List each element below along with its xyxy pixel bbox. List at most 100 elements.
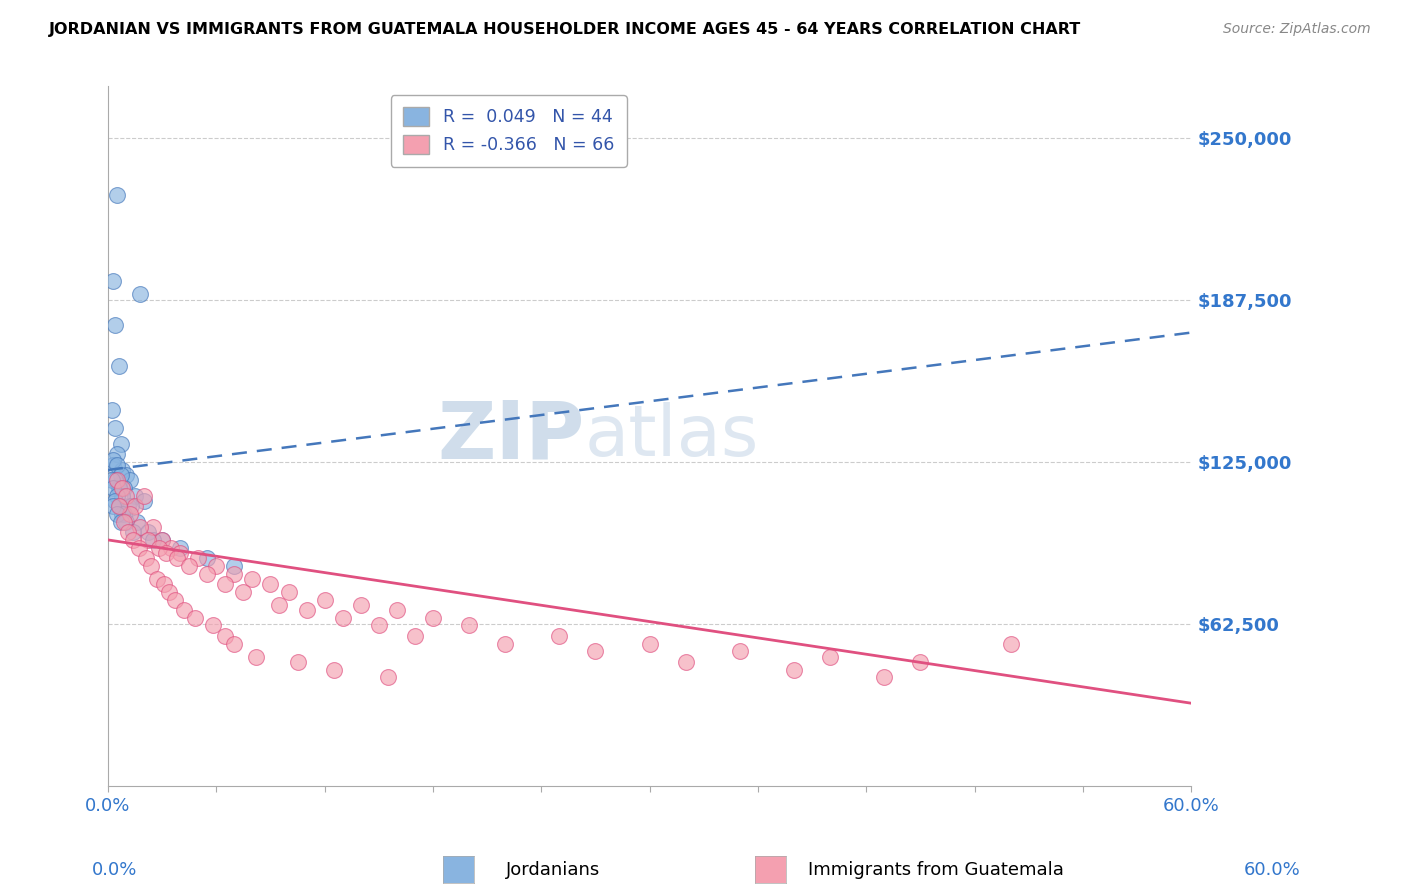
Point: [108, 478, 131, 492]
Point: [638, 637, 661, 651]
Point: [110, 515, 132, 529]
Point: [150, 533, 173, 547]
Text: atlas: atlas: [585, 401, 759, 471]
Point: [910, 655, 932, 669]
Point: [128, 541, 150, 555]
Point: [224, 566, 246, 581]
Text: JORDANIAN VS IMMIGRANTS FROM GUATEMALA HOUSEHOLDER INCOME AGES 45 - 64 YEARS COR: JORDANIAN VS IMMIGRANTS FROM GUATEMALA H…: [49, 22, 1081, 37]
Point: [187, 551, 209, 566]
Point: [103, 481, 125, 495]
Point: [142, 533, 165, 547]
Point: [136, 533, 159, 547]
Point: [117, 500, 139, 514]
Point: [115, 468, 138, 483]
Point: [112, 515, 135, 529]
Point: [111, 481, 134, 495]
Point: [115, 489, 138, 503]
Point: [111, 463, 134, 477]
Point: [117, 525, 139, 540]
Point: [422, 610, 444, 624]
Point: [108, 359, 131, 374]
Point: [142, 520, 165, 534]
Point: [129, 520, 152, 534]
Point: [120, 500, 142, 514]
Point: [104, 473, 127, 487]
Point: [322, 663, 344, 677]
Point: [129, 286, 152, 301]
Text: Jordanians: Jordanians: [506, 861, 600, 879]
Point: [103, 458, 125, 472]
Point: [108, 500, 131, 514]
Point: [132, 494, 155, 508]
Point: [105, 188, 128, 202]
Point: [163, 592, 186, 607]
Point: [145, 572, 167, 586]
Point: [277, 584, 299, 599]
Point: [458, 618, 481, 632]
Point: [111, 489, 134, 503]
Point: [153, 577, 176, 591]
Text: 60.0%: 60.0%: [1244, 861, 1301, 879]
Point: [494, 637, 516, 651]
Text: 0.0%: 0.0%: [91, 861, 136, 879]
Point: [132, 489, 155, 503]
Point: [179, 558, 201, 573]
Point: [242, 572, 264, 586]
Point: [183, 610, 205, 624]
Point: [224, 558, 246, 573]
Point: [104, 421, 127, 435]
Point: [100, 403, 122, 417]
Point: [201, 618, 224, 632]
Point: [195, 566, 218, 581]
Point: [124, 489, 146, 503]
Point: [259, 577, 281, 591]
Point: [105, 447, 128, 461]
Point: [104, 494, 127, 508]
Text: Source: ZipAtlas.com: Source: ZipAtlas.com: [1223, 22, 1371, 37]
Point: [148, 541, 170, 555]
Point: [295, 603, 318, 617]
Point: [214, 629, 236, 643]
Point: [141, 558, 163, 573]
Point: [111, 507, 134, 521]
Point: [1000, 637, 1022, 651]
Point: [110, 437, 132, 451]
Point: [105, 473, 128, 487]
Point: [214, 577, 236, 591]
Point: [675, 655, 697, 669]
Point: [108, 481, 131, 495]
Point: [118, 507, 141, 521]
Point: [118, 473, 141, 487]
Point: [287, 655, 309, 669]
Point: [783, 663, 806, 677]
Point: [269, 598, 291, 612]
Point: [110, 468, 132, 483]
Point: [155, 546, 177, 560]
Point: [160, 541, 183, 555]
Point: [166, 551, 188, 566]
Point: [169, 541, 191, 555]
Point: [100, 473, 122, 487]
Legend: R =  0.049   N = 44, R = -0.366   N = 66: R = 0.049 N = 44, R = -0.366 N = 66: [391, 95, 627, 167]
Point: [125, 515, 148, 529]
Point: [583, 644, 606, 658]
Point: [103, 500, 125, 514]
Point: [332, 610, 354, 624]
Point: [112, 507, 135, 521]
Point: [728, 644, 751, 658]
Point: [103, 452, 125, 467]
Point: [135, 551, 157, 566]
Point: [108, 500, 131, 514]
Point: [818, 649, 841, 664]
Point: [103, 274, 125, 288]
Point: [350, 598, 373, 612]
Point: [232, 584, 254, 599]
Point: [548, 629, 571, 643]
Point: [157, 584, 180, 599]
Point: [150, 533, 173, 547]
Point: [245, 649, 267, 664]
Point: [169, 546, 191, 560]
Point: [112, 481, 135, 495]
Point: [873, 670, 896, 684]
Point: [105, 458, 128, 472]
